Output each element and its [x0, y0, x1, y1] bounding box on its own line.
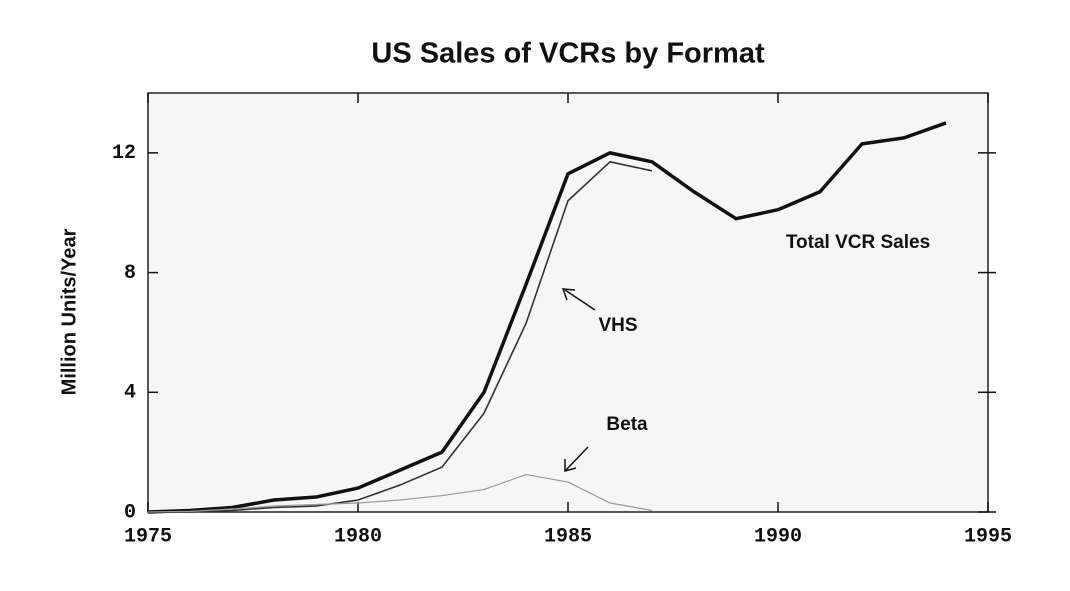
arrowhead [561, 288, 576, 301]
y-tick-label: 0 [124, 501, 136, 524]
x-tick-label: 1990 [754, 525, 802, 548]
x-tick-label: 1995 [964, 525, 1012, 548]
series-line [148, 161, 653, 513]
y-tick-label: 8 [124, 262, 136, 285]
plot-frame [147, 92, 989, 513]
x-tick-label: 1980 [334, 525, 382, 548]
series-line [147, 473, 653, 513]
arrowhead [564, 459, 577, 472]
x-tick-label: 1975 [124, 525, 172, 548]
series-line [147, 121, 947, 514]
annotation: Total VCR Sales [786, 232, 930, 253]
y-tick-label: 4 [124, 382, 136, 405]
annotation: VHS [598, 315, 637, 336]
y-tick-label: 12 [112, 142, 136, 165]
arrows [561, 288, 596, 472]
y-axis-label: Million Units/Year [58, 228, 80, 395]
arrow [565, 446, 589, 471]
annotation: Beta [606, 414, 648, 435]
chart-title: US Sales of VCRs by Format [371, 38, 765, 70]
x-tick-label: 1985 [544, 525, 592, 548]
arrow [564, 289, 596, 311]
